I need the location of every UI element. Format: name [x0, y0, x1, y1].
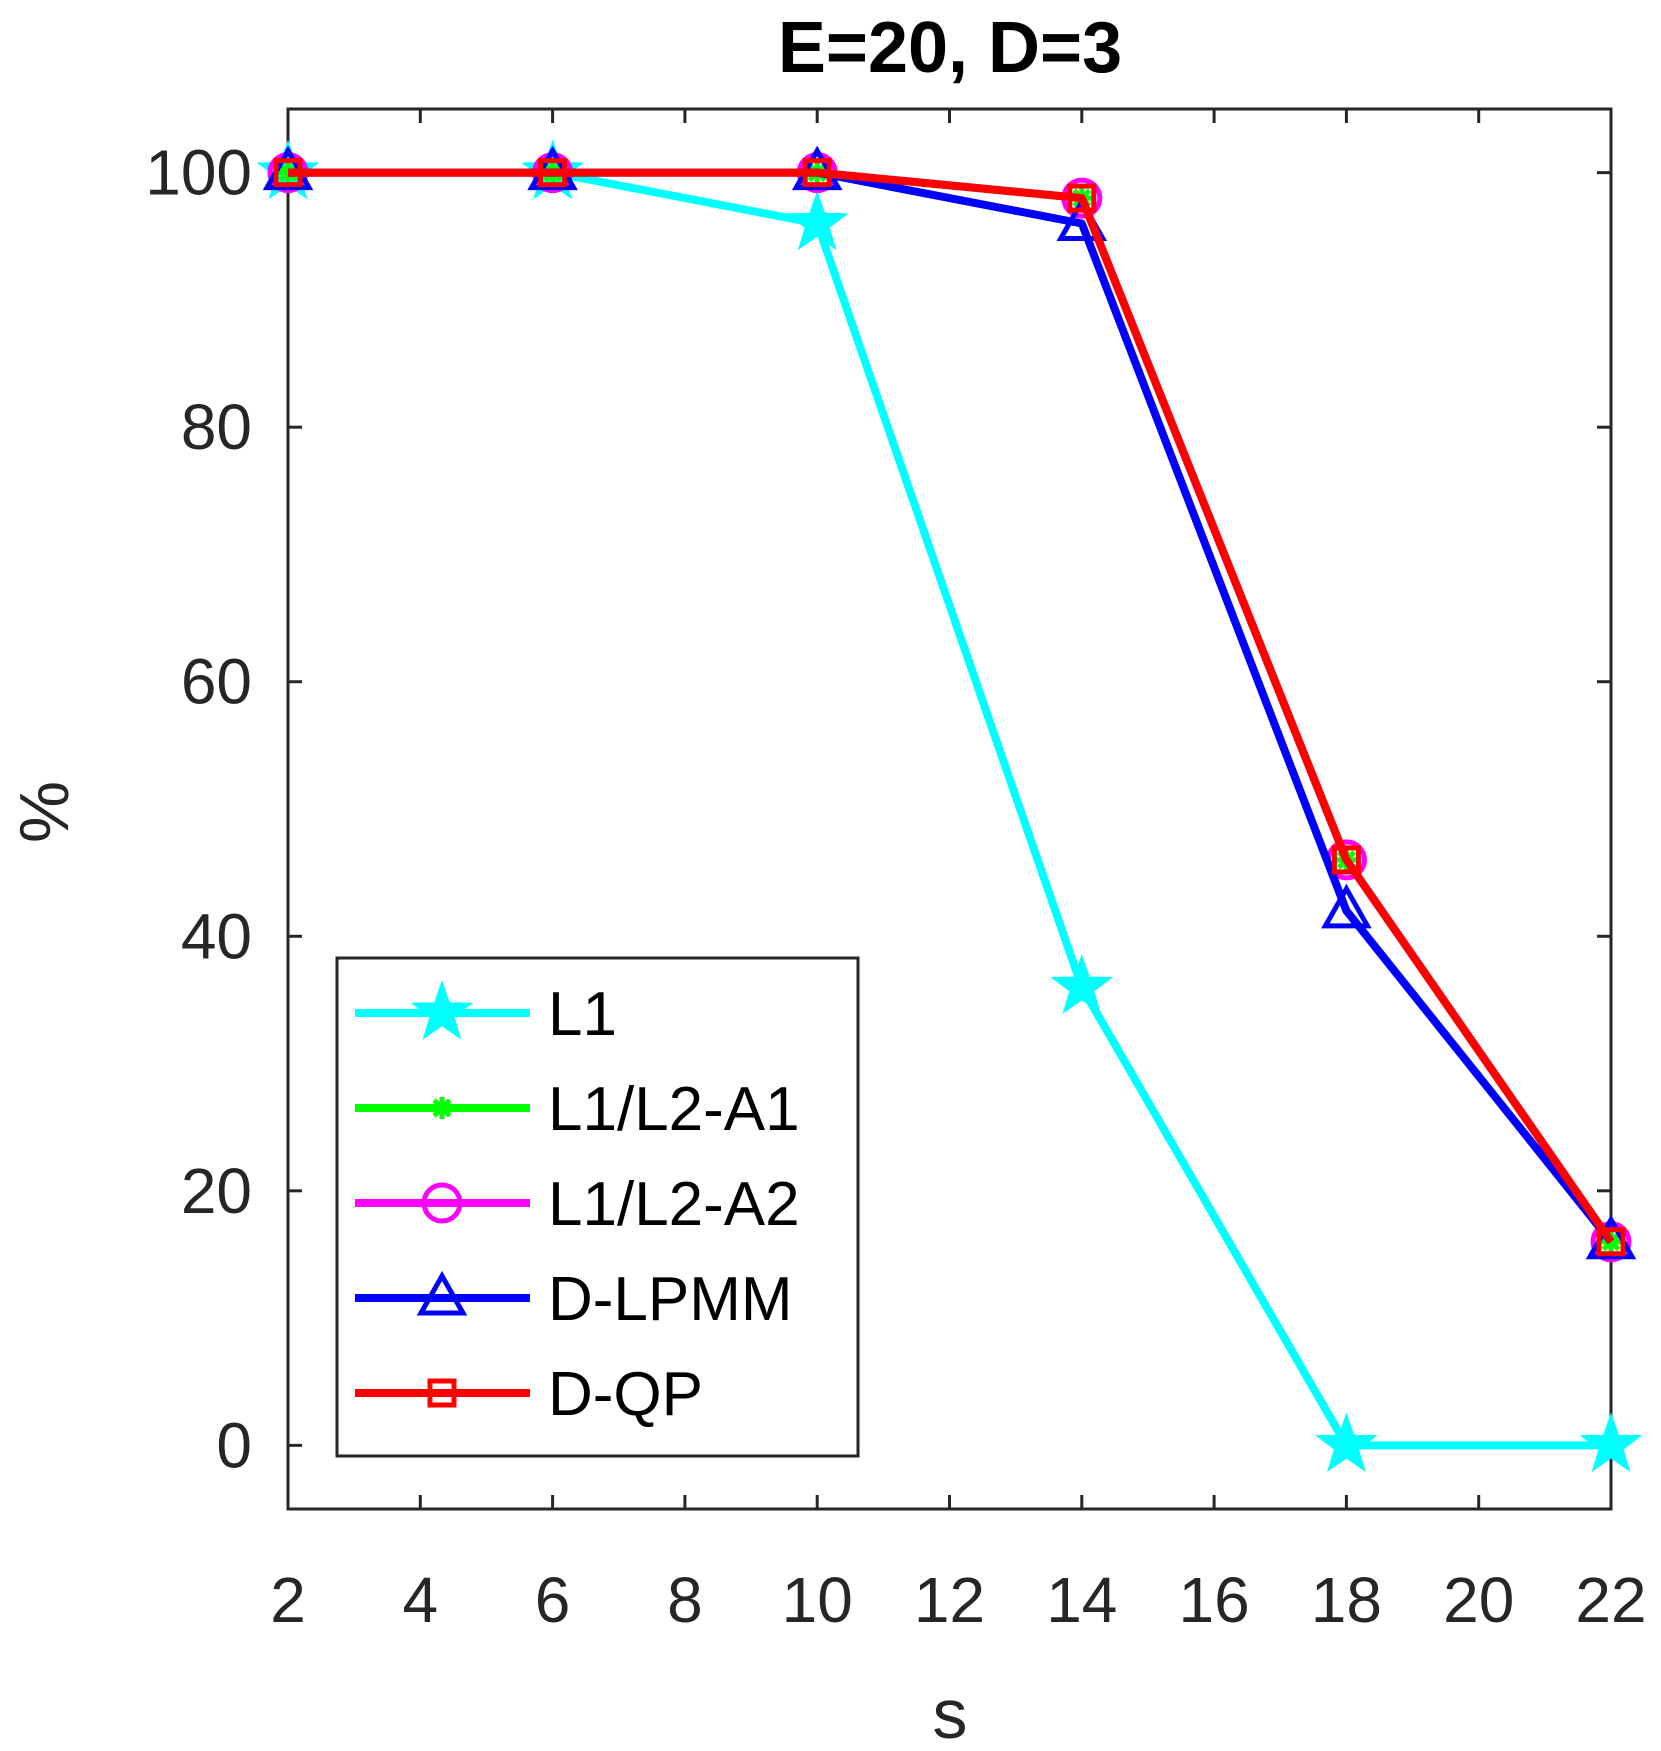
y-tick-labels: 0 20 40 60 80 100	[145, 137, 252, 1482]
y-tick-label: 60	[181, 646, 252, 718]
x-tick-label: 4	[403, 1564, 439, 1636]
legend-marker	[421, 1182, 463, 1224]
data-point	[1321, 883, 1372, 929]
legend-label: L1/L2-A2	[548, 1170, 800, 1239]
y-tick-label: 40	[181, 900, 252, 972]
x-tick-label: 2	[270, 1564, 306, 1636]
data-point	[1315, 1412, 1378, 1473]
x-tick-label: 20	[1443, 1564, 1514, 1636]
legend-marker	[427, 1378, 457, 1408]
series-line	[288, 168, 1615, 1244]
legend-item: L1	[355, 979, 617, 1049]
x-tick-label: 18	[1311, 1564, 1382, 1636]
data-point	[785, 190, 849, 251]
legend-marker	[431, 1097, 453, 1119]
x-tick-label: 22	[1575, 1564, 1646, 1636]
y-tick-label: 80	[181, 391, 252, 463]
legend-label: L1	[548, 980, 617, 1049]
axis-ticks	[286, 109, 1613, 1509]
x-tick-label: 8	[667, 1564, 703, 1636]
x-tick-labels: 2 4 6 8 10 12 14 16 18 20 22	[270, 1564, 1646, 1636]
legend-label: D-LPMM	[548, 1265, 793, 1334]
y-tick-label: 0	[216, 1409, 252, 1481]
y-axis-label: %	[5, 781, 83, 843]
data-point	[1331, 845, 1361, 875]
legend-item: D-QP	[355, 1360, 703, 1429]
data-point	[538, 158, 568, 188]
legend-label: D-QP	[548, 1360, 703, 1429]
x-tick-label: 10	[782, 1564, 853, 1636]
legend-item: L1/L2-A1	[355, 1075, 800, 1144]
data-point	[1067, 183, 1097, 213]
legend-item: L1/L2-A2	[355, 1170, 800, 1239]
y-tick-label: 20	[181, 1155, 252, 1227]
legend: L1 L1/L2-A1 L1/L2-A2 D-LPMM D-QP	[335, 956, 860, 1458]
data-point	[1050, 954, 1114, 1014]
x-axis-label: s	[933, 1675, 968, 1751]
data-point	[1579, 1412, 1643, 1473]
series-layer	[256, 139, 1643, 1473]
legend-marker	[416, 1270, 468, 1316]
x-tick-label: 14	[1046, 1564, 1117, 1636]
chart-title: E=20, D=3	[778, 8, 1122, 88]
data-point	[1596, 1227, 1626, 1257]
x-tick-label: 16	[1179, 1564, 1250, 1636]
data-point	[273, 158, 303, 188]
series-square	[273, 158, 1626, 1257]
legend-label: L1/L2-A1	[548, 1075, 800, 1144]
legend-item: D-LPMM	[355, 1265, 793, 1334]
data-point	[802, 158, 832, 188]
y-tick-label: 100	[145, 137, 252, 209]
legend-marker	[410, 979, 474, 1040]
x-tick-label: 12	[914, 1564, 985, 1636]
x-tick-label: 6	[535, 1564, 571, 1636]
